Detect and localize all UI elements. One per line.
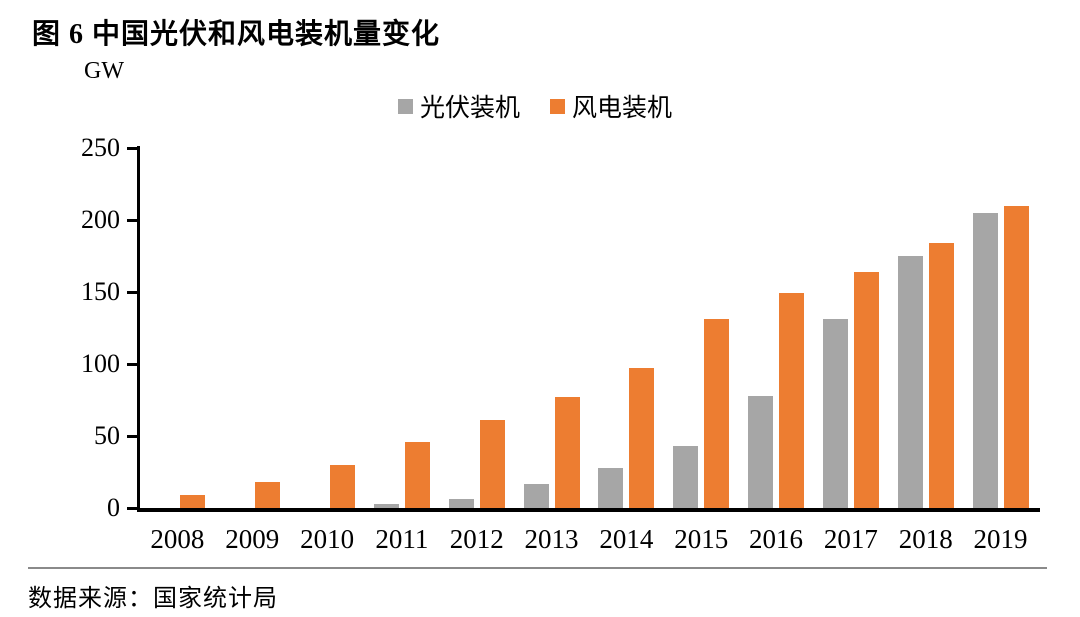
bar-wind-2010 [330, 464, 356, 508]
bar-wind-2016 [779, 293, 805, 508]
y-tick-50 [127, 435, 137, 438]
bar-group-2014 [589, 148, 664, 508]
bar-group-2019 [963, 148, 1038, 508]
y-tick-label-250: 250 [81, 133, 120, 162]
x-axis-line [137, 508, 1040, 512]
y-tick-0 [127, 507, 137, 510]
x-label-2008: 2008 [150, 524, 205, 554]
bar-pv-2019 [972, 212, 998, 508]
bar-pv-2016 [748, 395, 774, 508]
wind-legend-swatch-icon [550, 98, 566, 114]
chart-legend: 光伏装机 风电装机 [398, 88, 672, 124]
x-label-2014: 2014 [599, 524, 654, 554]
chart-title: 图 6 中国光伏和风电装机量变化 [32, 19, 441, 50]
bar-pv-2018 [897, 256, 923, 508]
bar-wind-2015 [704, 319, 730, 508]
footer-divider-line [28, 567, 1047, 569]
y-tick-label-0: 0 [107, 493, 120, 522]
y-tick-150 [127, 291, 137, 294]
bar-pv-2011 [373, 503, 399, 508]
x-label-2013: 2013 [524, 524, 579, 554]
bar-group-2012 [439, 148, 514, 508]
bar-pv-2013 [523, 483, 549, 508]
bar-group-2010 [290, 148, 365, 508]
y-axis-unit-label: GW [84, 58, 124, 84]
y-tick-100 [127, 363, 137, 366]
y-tick-250 [127, 147, 137, 150]
bar-group-2018 [888, 148, 963, 508]
bar-wind-2009 [255, 482, 281, 508]
bar-pv-2015 [673, 446, 699, 508]
pv-legend-swatch-icon [398, 98, 413, 114]
bar-group-2016 [739, 148, 814, 508]
pv-legend-label: 光伏装机 [420, 95, 521, 122]
bar-wind-2012 [479, 420, 505, 508]
bar-wind-2019 [1003, 205, 1029, 508]
x-label-2010: 2010 [300, 524, 355, 554]
plot-area [140, 148, 1038, 508]
bar-wind-2017 [853, 271, 879, 508]
bar-pv-2014 [598, 467, 624, 508]
x-label-2012: 2012 [449, 524, 504, 554]
bar-wind-2014 [629, 368, 655, 508]
y-axis-line [137, 146, 140, 511]
bar-pv-2012 [448, 499, 474, 508]
bar-group-2011 [364, 148, 439, 508]
bar-wind-2013 [554, 397, 580, 508]
x-label-2009: 2009 [225, 524, 280, 554]
y-tick-label-100: 100 [81, 349, 120, 378]
bar-group-2015 [664, 148, 739, 508]
x-label-2018: 2018 [898, 524, 953, 554]
y-tick-label-200: 200 [81, 205, 120, 234]
wind-legend-label: 风电装机 [572, 95, 673, 122]
bar-group-2008 [140, 148, 215, 508]
data-source-caption: 数据来源：国家统计局 [28, 586, 278, 612]
x-label-2011: 2011 [375, 524, 429, 554]
bar-wind-2008 [180, 495, 206, 508]
x-label-2019: 2019 [973, 524, 1028, 554]
bar-wind-2018 [928, 243, 954, 508]
y-tick-200 [127, 219, 137, 222]
bar-group-2017 [813, 148, 888, 508]
bar-wind-2011 [404, 441, 430, 508]
y-tick-label-150: 150 [81, 277, 120, 306]
bar-group-2013 [514, 148, 589, 508]
legend-item-pv: 光伏装机 [398, 88, 520, 124]
bar-pv-2017 [822, 319, 848, 508]
x-label-2017: 2017 [823, 524, 878, 554]
x-label-2016: 2016 [749, 524, 804, 554]
bar-group-2009 [215, 148, 290, 508]
x-label-2015: 2015 [674, 524, 729, 554]
y-tick-label-50: 50 [94, 421, 120, 450]
x-axis-labels: 2008 2009 2010 2011 2012 2013 2014 2015 2016 2017… [140, 524, 1038, 555]
legend-item-wind: 风电装机 [550, 88, 672, 124]
